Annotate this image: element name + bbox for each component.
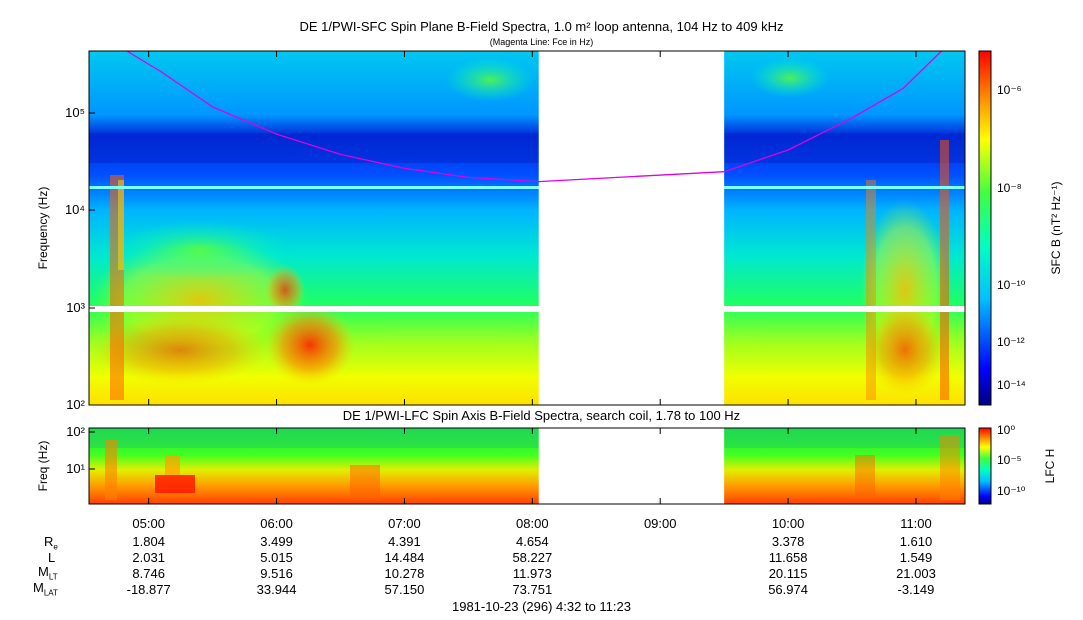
ephemeris-value: 56.974 bbox=[768, 582, 808, 597]
sfc-spectrogram bbox=[88, 50, 966, 406]
ephem-label-mlt: MLT bbox=[38, 564, 58, 582]
ephemeris-value: 33.944 bbox=[256, 582, 297, 597]
lfc-spectrogram bbox=[88, 427, 966, 505]
sfc-emission bbox=[265, 265, 305, 315]
sfc-interference-line bbox=[89, 186, 965, 189]
sfc-cbar-tick-label: 10⁻⁸ bbox=[997, 181, 1022, 195]
lfc-data-gap bbox=[538, 428, 725, 504]
sfc-colorbar bbox=[978, 50, 992, 406]
lfc-y-tick-label: 10² bbox=[66, 424, 85, 439]
ephemeris-value: 3.378 bbox=[771, 534, 805, 549]
sfc-dark-band bbox=[89, 133, 965, 163]
lfc-emission bbox=[105, 440, 117, 500]
lfc-y-label: Freq (Hz) bbox=[36, 441, 50, 492]
ephem-label-re: Re bbox=[44, 534, 58, 552]
ephemeris-value: 5.015 bbox=[260, 550, 293, 565]
sfc-title: DE 1/PWI-SFC Spin Plane B-Field Spectra,… bbox=[299, 19, 784, 34]
lfc-emission bbox=[165, 455, 180, 475]
ephemeris-value: 10.278 bbox=[384, 566, 425, 581]
sfc-data-gap bbox=[538, 51, 725, 405]
sfc-emission bbox=[110, 220, 290, 280]
ephemeris-value: 2.031 bbox=[132, 550, 165, 565]
sfc-cbar-label: SFC B (nT² Hz⁻¹) bbox=[1049, 182, 1063, 275]
sfc-cbar-tick-label: 10⁻¹⁰ bbox=[997, 278, 1026, 292]
sfc-cbar-tick-label: 10⁻⁶ bbox=[997, 83, 1022, 97]
sfc-frame bbox=[88, 50, 966, 406]
ephemeris-value: 9.516 bbox=[260, 566, 293, 581]
lfc-emission bbox=[940, 435, 960, 500]
time-tick-label: 05:00 bbox=[132, 516, 165, 531]
lfc-y-axis bbox=[89, 431, 95, 470]
time-tick-label: 07:00 bbox=[388, 516, 421, 531]
sfc-y-tick-label: 10³ bbox=[66, 300, 85, 315]
sfc-emission bbox=[445, 58, 535, 102]
time-tick-label: 10:00 bbox=[772, 516, 805, 531]
lfc-cbar-tick-label: 10⁻¹⁰ bbox=[997, 484, 1026, 498]
sfc-emission bbox=[750, 58, 830, 98]
time-axis: 05:00 06:00 07:00 08:00 09:00 10:00 11:00 bbox=[132, 51, 932, 531]
time-tick-label: 09:00 bbox=[644, 516, 677, 531]
ephemeris-value: 4.654 bbox=[516, 534, 549, 549]
sfc-emission bbox=[118, 180, 124, 270]
ephemeris-value: 11.973 bbox=[512, 566, 552, 581]
ephemeris-value: 58.227 bbox=[512, 550, 553, 565]
lfc-cbar-tick-label: 10⁻⁵ bbox=[997, 453, 1022, 467]
ephemeris-value: 4.391 bbox=[388, 534, 421, 549]
ephemeris-value: 20.115 bbox=[768, 566, 808, 581]
sfc-emission bbox=[940, 140, 949, 400]
lfc-emission bbox=[350, 465, 380, 500]
sfc-emission bbox=[866, 180, 876, 400]
ephemeris-value: 11.658 bbox=[768, 550, 808, 565]
sfc-y-tick-label: 10⁴ bbox=[65, 202, 85, 217]
time-tick-label: 11:00 bbox=[900, 516, 932, 531]
lfc-emission bbox=[155, 475, 195, 493]
lfc-title: DE 1/PWI-LFC Spin Axis B-Field Spectra, … bbox=[342, 408, 741, 423]
sfc-emission bbox=[865, 305, 945, 395]
footer-time-range: 1981-10-23 (296) 4:32 to 11:23 bbox=[451, 599, 631, 614]
lfc-colorbar-fill bbox=[978, 427, 992, 505]
sfc-y-axis bbox=[89, 112, 95, 406]
sfc-emission bbox=[265, 305, 355, 385]
ephemeris-value: 1.804 bbox=[132, 534, 165, 549]
lfc-y-tick-label: 10¹ bbox=[66, 461, 85, 476]
sfc-colorbar-fill bbox=[978, 50, 992, 406]
sfc-y-tick-label: 10⁵ bbox=[65, 105, 85, 120]
lfc-cbar-tick-label: 10⁰ bbox=[997, 423, 1015, 437]
lfc-band bbox=[89, 428, 965, 448]
sfc-subtitle: (Magenta Line: Fce in Hz) bbox=[489, 37, 594, 47]
ephemeris-value: 14.484 bbox=[384, 550, 425, 565]
sfc-cbar-tick-label: 10⁻¹² bbox=[997, 335, 1025, 349]
sfc-y-tick-label: 10² bbox=[66, 397, 85, 412]
sfc-band-gap bbox=[89, 306, 965, 312]
lfc-colorbar bbox=[978, 427, 992, 505]
ephem-label-mlat: MLAT bbox=[33, 580, 58, 598]
time-tick-label: 06:00 bbox=[260, 516, 293, 531]
lfc-emission bbox=[855, 455, 875, 500]
ephemeris-value: 1.549 bbox=[899, 550, 933, 565]
ephemeris-value: 1.610 bbox=[899, 534, 933, 549]
ephemeris-value: 57.150 bbox=[384, 582, 425, 597]
fce-line bbox=[126, 50, 943, 183]
ephemeris-value: 21.003 bbox=[896, 566, 936, 581]
lfc-cbar-label: LFC H bbox=[1043, 449, 1057, 484]
sfc-y-label: Frequency (Hz) bbox=[36, 187, 50, 270]
time-tick-label: 08:00 bbox=[516, 516, 549, 531]
ephemeris-value: 3.499 bbox=[260, 534, 293, 549]
ephemeris-value: 8.746 bbox=[132, 566, 165, 581]
lfc-frame bbox=[88, 427, 966, 505]
sfc-cbar-tick-label: 10⁻¹⁴ bbox=[997, 378, 1026, 392]
sfc-emission bbox=[90, 315, 270, 385]
ephemeris-value: 73.751 bbox=[512, 582, 553, 597]
ephemeris-value: -3.149 bbox=[897, 582, 935, 597]
ephemeris-value: -18.877 bbox=[126, 582, 171, 597]
ephem-label-l: L bbox=[48, 550, 56, 565]
